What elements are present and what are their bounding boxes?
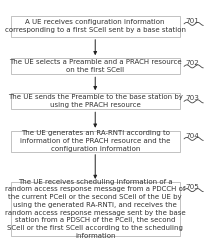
- Text: 705: 705: [185, 184, 199, 190]
- Text: 701: 701: [185, 18, 199, 24]
- Text: The UE receives scheduling information of a
random access response message from : The UE receives scheduling information o…: [5, 178, 186, 239]
- Text: A UE receives configuration information
corresponding to a first SCell sent by a: A UE receives configuration information …: [5, 20, 186, 33]
- FancyBboxPatch shape: [11, 16, 180, 37]
- Text: The UE selects a Preamble and a PRACH resource
on the first SCell: The UE selects a Preamble and a PRACH re…: [9, 59, 181, 73]
- Text: 702: 702: [185, 60, 199, 66]
- Text: The UE sends the Preamble to the base station by
using the PRACH resource: The UE sends the Preamble to the base st…: [8, 94, 183, 108]
- FancyBboxPatch shape: [11, 58, 180, 74]
- FancyBboxPatch shape: [11, 130, 180, 152]
- Text: 704: 704: [185, 132, 199, 138]
- Text: 703: 703: [185, 95, 199, 101]
- FancyBboxPatch shape: [11, 182, 180, 236]
- FancyBboxPatch shape: [11, 93, 180, 110]
- Text: The UE generates an RA-RNTI according to
information of the PRACH resource and t: The UE generates an RA-RNTI according to…: [20, 130, 170, 152]
